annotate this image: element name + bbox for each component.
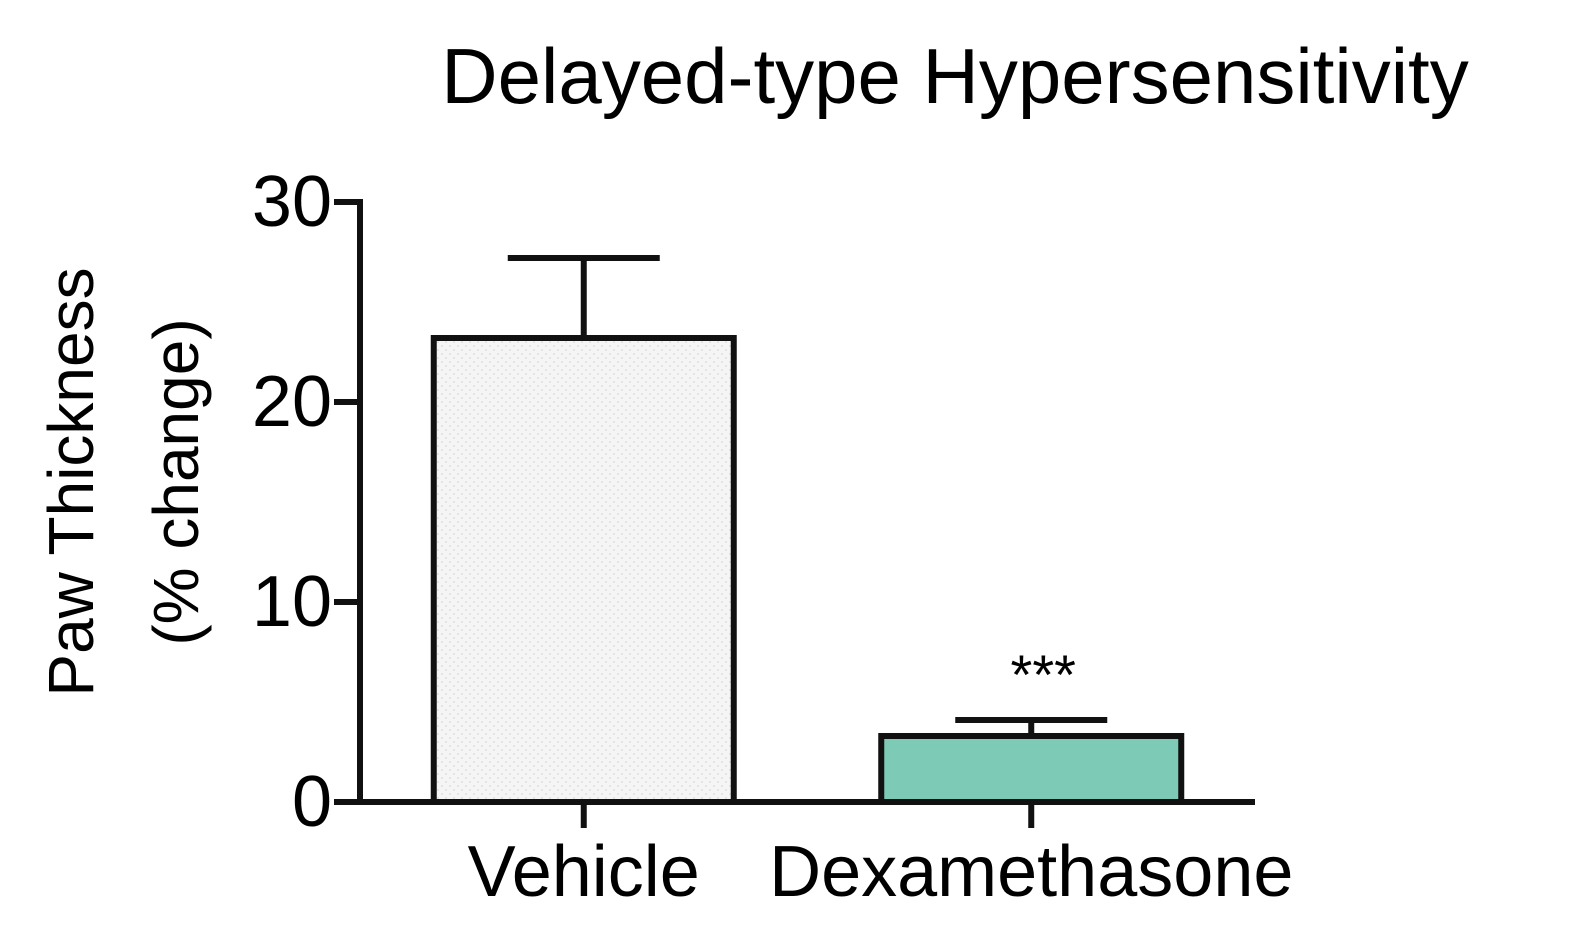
y-tick-label: 0 <box>292 762 332 842</box>
y-tick-label: 30 <box>252 162 332 242</box>
y-tick-label: 20 <box>252 362 332 442</box>
bar-dexamethasone <box>878 733 1185 805</box>
chart-title: Delayed-type Hypersensitivity <box>441 32 1468 120</box>
x-tick-label: Vehicle <box>468 832 700 912</box>
x-tick-label: Dexamethasone <box>769 832 1293 912</box>
significance-annotation: *** <box>1011 643 1076 706</box>
y-tick-label: 10 <box>252 562 332 642</box>
y-axis-label-line-1: Paw Thickness <box>35 267 107 696</box>
y-axis-label-line-2: (% change) <box>140 318 212 645</box>
bar-vehicle <box>430 335 737 805</box>
